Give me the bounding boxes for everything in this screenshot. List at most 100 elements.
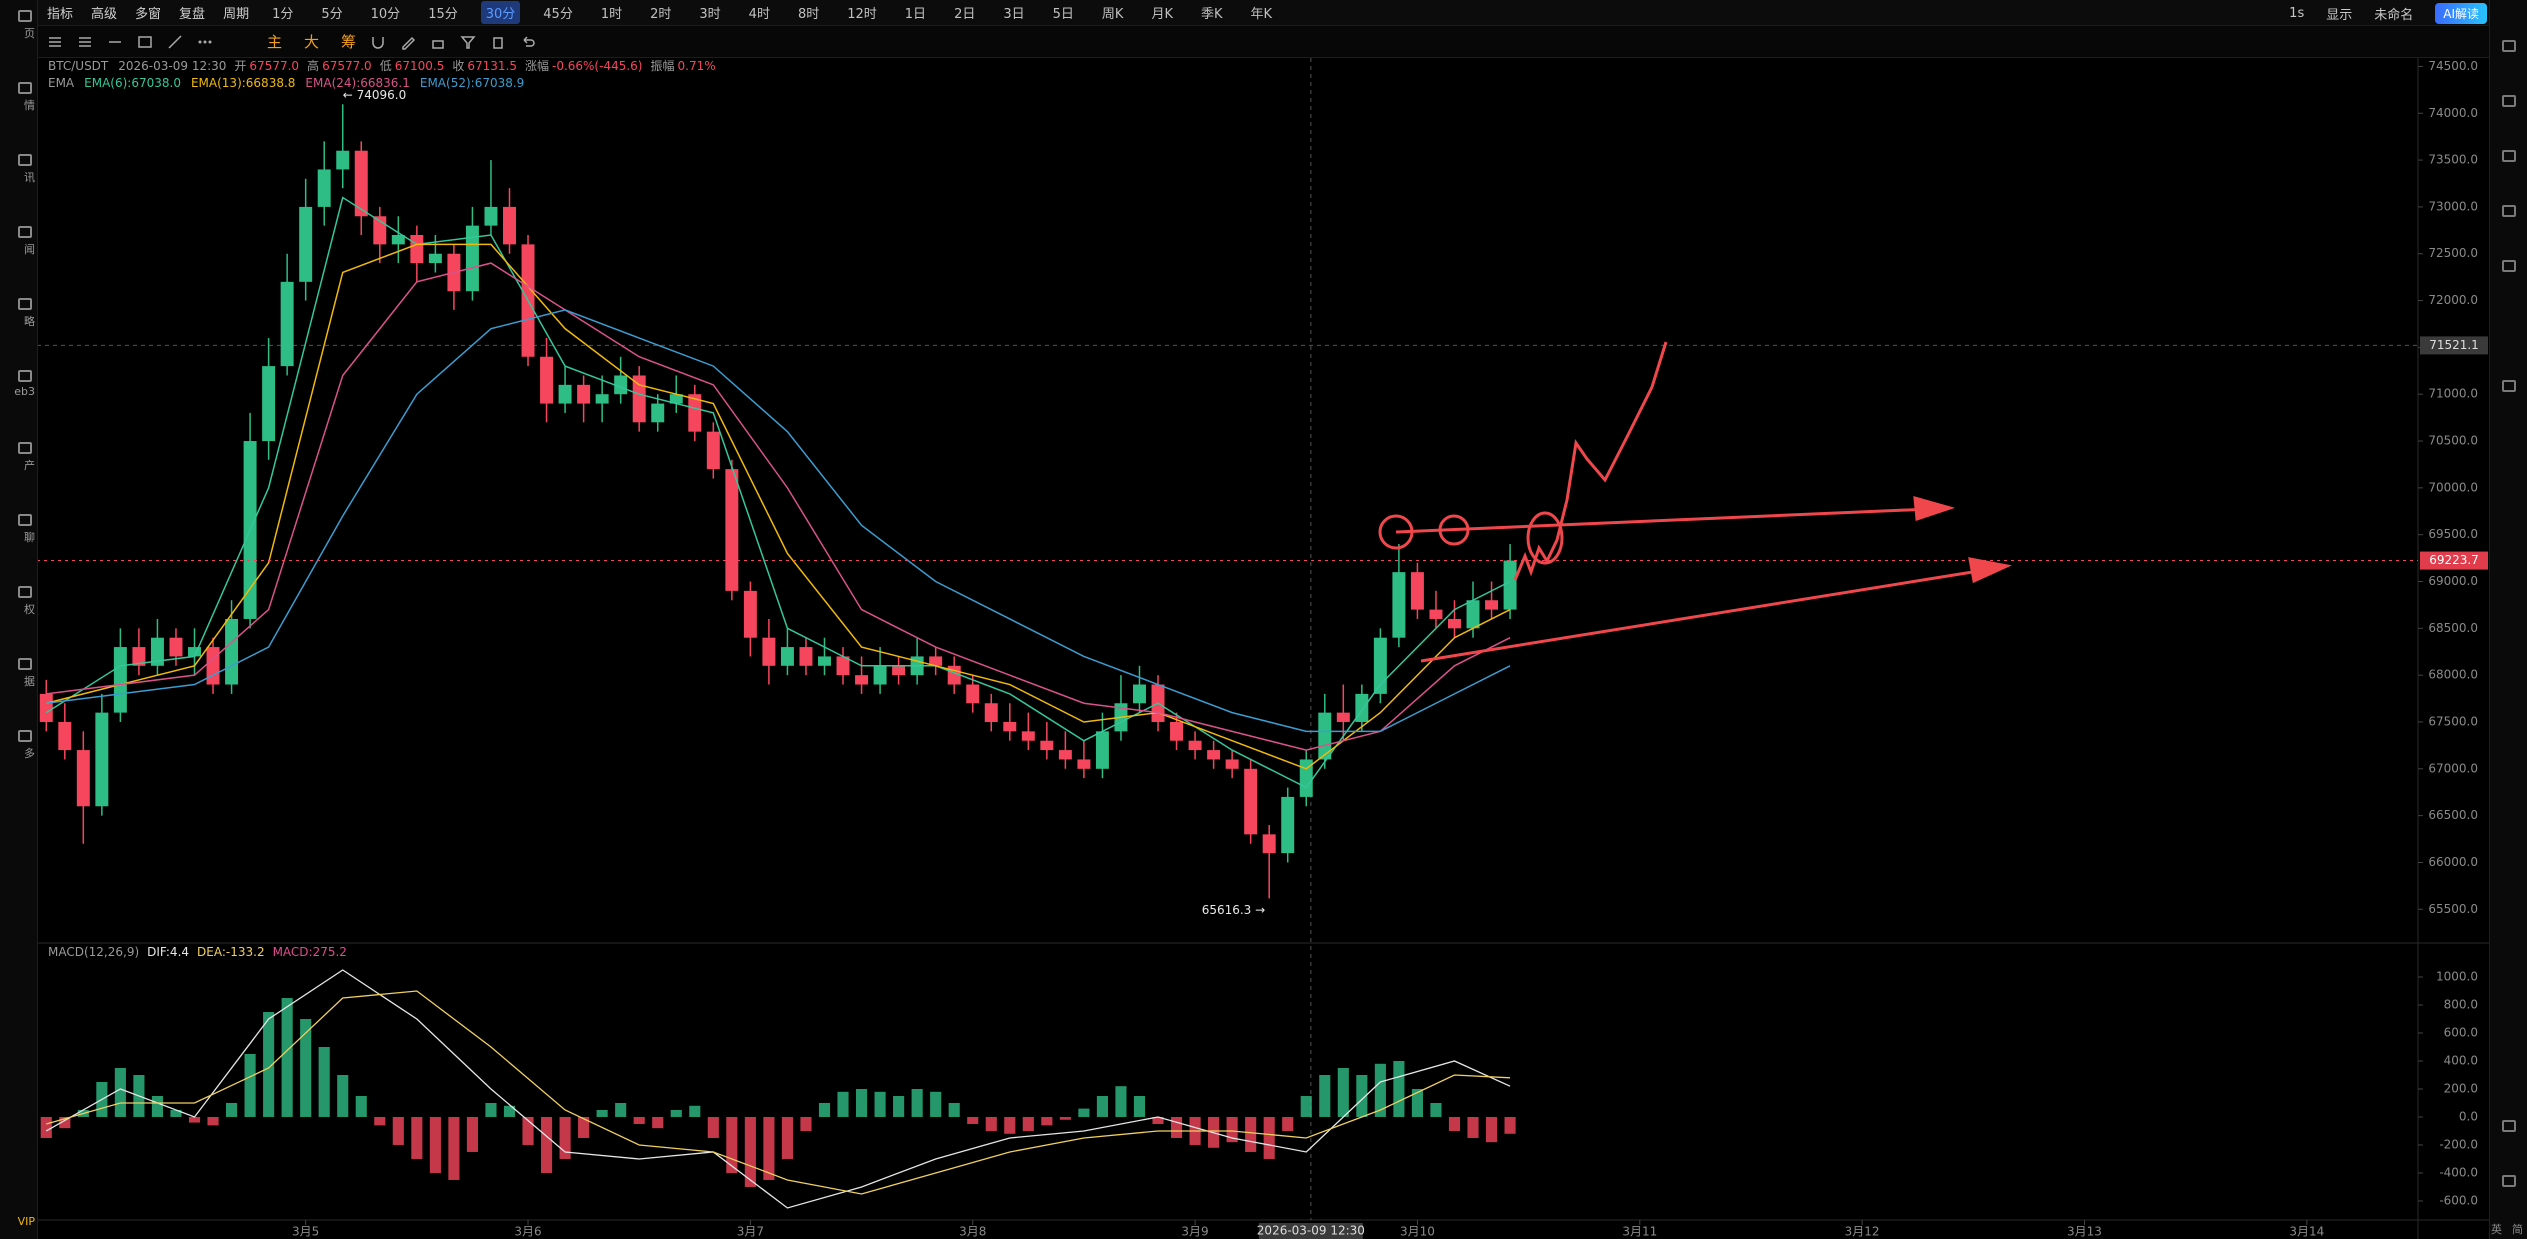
macd-legend: MACD(12,26,9) DIF:4.4 DEA:-133.2 MACD:275.2: [48, 945, 347, 959]
period-button[interactable]: 1日: [904, 7, 927, 22]
undo-tool[interactable]: [520, 34, 536, 50]
y-tick-label: 400.0: [2444, 1053, 2478, 1067]
x-tick-label: 3月7: [737, 1225, 764, 1239]
period-button[interactable]: 3时: [699, 7, 721, 22]
sidebar-item[interactable]: 产: [0, 442, 35, 473]
side-icon[interactable]: [2502, 40, 2516, 52]
macd-bar: [726, 1116, 738, 1173]
sidebar-icon: [18, 154, 32, 166]
period-button[interactable]: 5分: [321, 7, 343, 22]
period-button[interactable]: 1时: [600, 7, 623, 22]
period-button[interactable]: 1分: [272, 7, 294, 22]
period-button[interactable]: 10分: [370, 7, 401, 22]
menu-item[interactable]: 指标: [47, 7, 74, 22]
period-button[interactable]: 周K: [1101, 7, 1124, 22]
more-tool[interactable]: [197, 34, 213, 50]
delete-tool[interactable]: [490, 34, 506, 50]
period-button[interactable]: 月K: [1151, 7, 1173, 22]
toolbar-right-item[interactable]: 未命名: [2374, 7, 2414, 23]
macd-bar: [1411, 1088, 1423, 1117]
menu-item[interactable]: 高级: [91, 7, 118, 22]
lock-tool[interactable]: [430, 34, 446, 50]
lang[interactable]: 简: [2512, 1223, 2523, 1236]
macd-bar: [1485, 1116, 1498, 1143]
period-button[interactable]: 5日: [1052, 7, 1074, 22]
menu-item[interactable]: 周期: [223, 7, 250, 22]
pen-tool[interactable]: [400, 34, 416, 50]
period-button[interactable]: 季K: [1200, 7, 1223, 22]
sidebar-vip[interactable]: VIP: [17, 1215, 35, 1228]
ray-tool[interactable]: [167, 34, 183, 50]
candle-body: [1021, 731, 1035, 741]
macd-bar: [596, 1109, 608, 1117]
period-button[interactable]: 3日: [1003, 7, 1025, 22]
toolbar-right-item[interactable]: AI解读: [2435, 2, 2487, 24]
side-icon[interactable]: [2502, 150, 2516, 162]
period-button[interactable]: 2时: [650, 7, 672, 22]
period-button[interactable]: 8时: [797, 7, 820, 22]
candle-body: [206, 647, 220, 685]
x-tick-label: 3月8: [959, 1225, 986, 1239]
sidebar-item[interactable]: 讯: [0, 154, 35, 185]
candle-body: [577, 384, 591, 404]
sidebar-item[interactable]: 多: [0, 730, 35, 761]
period-button[interactable]: 12时: [847, 7, 877, 22]
x-tick-label: 3月6: [514, 1225, 541, 1239]
lang[interactable]: 英: [2491, 1223, 2502, 1236]
sidebar-item[interactable]: 据: [0, 658, 35, 689]
sidebar-item[interactable]: 情: [0, 82, 35, 113]
side-icon[interactable]: [2502, 95, 2516, 107]
side-icon[interactable]: [2502, 380, 2516, 392]
toolbar-right-item[interactable]: 1s: [2289, 5, 2305, 21]
side-icon[interactable]: [2502, 205, 2516, 217]
macd-bar: [948, 1102, 960, 1117]
candle-body: [1095, 731, 1109, 769]
candle-body: [76, 750, 90, 807]
y-tick-label: -200.0: [2439, 1137, 2478, 1151]
field-value: 67131.5: [467, 59, 517, 73]
period-button[interactable]: 30分: [480, 1, 521, 24]
sidebar-icon: [18, 514, 32, 526]
line-tool[interactable]: [107, 34, 123, 50]
period-button[interactable]: 年K: [1250, 7, 1273, 22]
period-button[interactable]: 2日: [954, 7, 976, 22]
sidebar-item[interactable]: eb3: [0, 370, 35, 398]
filter-tool[interactable]: [460, 34, 476, 50]
sidebar-item[interactable]: 页: [0, 10, 35, 41]
macd-bar: [503, 1105, 516, 1117]
macd-bar: [763, 1116, 775, 1180]
rect-tool[interactable]: [137, 34, 153, 50]
drawing-arrow: [1420, 568, 1986, 663]
indicator-tool[interactable]: 主: [267, 33, 283, 51]
sidebar-item[interactable]: 闻: [0, 226, 35, 257]
period-button[interactable]: 4时: [748, 7, 770, 22]
candle-body: [58, 721, 72, 751]
indicator-tool[interactable]: 筹: [341, 33, 357, 51]
candle-body: [188, 647, 201, 657]
indicator-tool[interactable]: 大: [304, 33, 320, 51]
list-icon[interactable]: [77, 34, 93, 50]
y-tick-label: 800.0: [2444, 998, 2478, 1012]
sidebar-item[interactable]: 聊: [0, 514, 35, 545]
toolbar-right-item[interactable]: 显示: [2326, 7, 2353, 23]
side-icon[interactable]: [2502, 260, 2516, 272]
macd-bar: [1004, 1116, 1016, 1134]
crosshair-time-box: [1258, 1223, 1363, 1239]
period-button[interactable]: 15分: [428, 7, 458, 22]
y-tick-label: 72500.0: [2428, 246, 2478, 260]
menu-item[interactable]: 多窗: [135, 7, 162, 22]
toolbar-top: 指标 高级 多窗 复盘 周期 1分 5分 10分 15分 30分 45分 1时 2时 3时 4时 8时 12时 1…: [37, 0, 2490, 26]
macd-bar: [1263, 1116, 1275, 1159]
period-button[interactable]: 45分: [543, 7, 573, 22]
sidebar-item[interactable]: 权: [0, 586, 35, 617]
menu-icon[interactable]: [47, 34, 63, 50]
menu-item[interactable]: 复盘: [179, 7, 206, 22]
side-icon[interactable]: [2502, 1175, 2516, 1187]
side-icon[interactable]: [2502, 1120, 2516, 1132]
crosshair-time-label: 2026-03-09 12:30: [1257, 1224, 1365, 1238]
candle-body: [484, 206, 498, 226]
y-tick-label: 73500.0: [2428, 153, 2478, 167]
sidebar-item[interactable]: 略: [0, 298, 35, 329]
magnet-tool[interactable]: [370, 34, 386, 50]
candle-body: [280, 281, 294, 367]
